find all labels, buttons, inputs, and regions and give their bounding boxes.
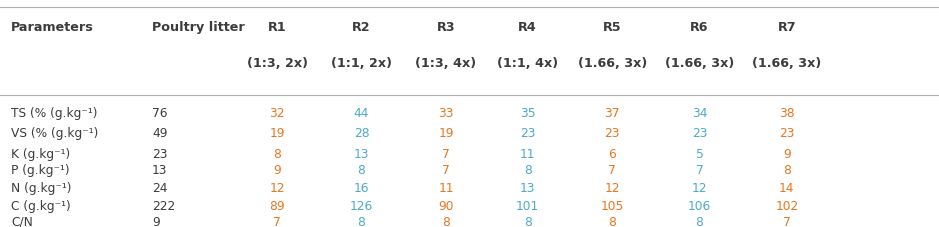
Text: Poultry litter: Poultry litter [152, 21, 245, 34]
Text: 7: 7 [608, 164, 616, 177]
Text: R7: R7 [777, 21, 796, 34]
Text: 13: 13 [152, 164, 168, 177]
Text: (1:3, 4x): (1:3, 4x) [415, 57, 477, 70]
Text: P (g.kg⁻¹): P (g.kg⁻¹) [11, 164, 69, 177]
Text: C (g.kg⁻¹): C (g.kg⁻¹) [11, 200, 71, 213]
Text: Parameters: Parameters [11, 21, 94, 34]
Text: 9: 9 [783, 148, 791, 161]
Text: (1:1, 4x): (1:1, 4x) [497, 57, 559, 70]
Text: 7: 7 [273, 216, 281, 227]
Text: 8: 8 [442, 216, 450, 227]
Text: 8: 8 [358, 216, 365, 227]
Text: R5: R5 [603, 21, 622, 34]
Text: R6: R6 [690, 21, 709, 34]
Text: 105: 105 [601, 200, 623, 213]
Text: 13: 13 [354, 148, 369, 161]
Text: 23: 23 [779, 127, 794, 141]
Text: 106: 106 [688, 200, 711, 213]
Text: 102: 102 [776, 200, 798, 213]
Text: 23: 23 [692, 127, 707, 141]
Text: (1:1, 2x): (1:1, 2x) [331, 57, 392, 70]
Text: 49: 49 [152, 127, 168, 141]
Text: 32: 32 [269, 107, 285, 120]
Text: 23: 23 [605, 127, 620, 141]
Text: 8: 8 [696, 216, 703, 227]
Text: TS (% (g.kg⁻¹): TS (% (g.kg⁻¹) [11, 107, 98, 120]
Text: (1.66, 3x): (1.66, 3x) [752, 57, 822, 70]
Text: 23: 23 [152, 148, 168, 161]
Text: 126: 126 [350, 200, 373, 213]
Text: 7: 7 [696, 164, 703, 177]
Text: 8: 8 [608, 216, 616, 227]
Text: 12: 12 [692, 182, 707, 195]
Text: 14: 14 [779, 182, 794, 195]
Text: 7: 7 [442, 148, 450, 161]
Text: 35: 35 [520, 107, 535, 120]
Text: 44: 44 [354, 107, 369, 120]
Text: K (g.kg⁻¹): K (g.kg⁻¹) [11, 148, 70, 161]
Text: N (g.kg⁻¹): N (g.kg⁻¹) [11, 182, 71, 195]
Text: 33: 33 [439, 107, 454, 120]
Text: 8: 8 [273, 148, 281, 161]
Text: 12: 12 [605, 182, 620, 195]
Text: 89: 89 [269, 200, 285, 213]
Text: (1.66, 3x): (1.66, 3x) [577, 57, 647, 70]
Text: 8: 8 [524, 216, 531, 227]
Text: C/N: C/N [11, 216, 33, 227]
Text: 9: 9 [152, 216, 160, 227]
Text: R3: R3 [437, 21, 455, 34]
Text: 24: 24 [152, 182, 168, 195]
Text: 7: 7 [442, 164, 450, 177]
Text: 13: 13 [520, 182, 535, 195]
Text: 16: 16 [354, 182, 369, 195]
Text: 8: 8 [783, 164, 791, 177]
Text: 8: 8 [524, 164, 531, 177]
Text: R2: R2 [352, 21, 371, 34]
Text: 6: 6 [608, 148, 616, 161]
Text: 23: 23 [520, 127, 535, 141]
Text: R1: R1 [268, 21, 286, 34]
Text: 11: 11 [520, 148, 535, 161]
Text: R4: R4 [518, 21, 537, 34]
Text: (1.66, 3x): (1.66, 3x) [665, 57, 734, 70]
Text: 34: 34 [692, 107, 707, 120]
Text: 19: 19 [439, 127, 454, 141]
Text: 7: 7 [783, 216, 791, 227]
Text: 37: 37 [605, 107, 620, 120]
Text: 9: 9 [273, 164, 281, 177]
Text: 28: 28 [354, 127, 369, 141]
Text: (1:3, 2x): (1:3, 2x) [247, 57, 307, 70]
Text: 76: 76 [152, 107, 168, 120]
Text: 19: 19 [269, 127, 285, 141]
Text: 11: 11 [439, 182, 454, 195]
Text: VS (% (g.kg⁻¹): VS (% (g.kg⁻¹) [11, 127, 99, 141]
Text: 38: 38 [779, 107, 794, 120]
Text: 90: 90 [439, 200, 454, 213]
Text: 5: 5 [696, 148, 703, 161]
Text: 12: 12 [269, 182, 285, 195]
Text: 222: 222 [152, 200, 176, 213]
Text: 8: 8 [358, 164, 365, 177]
Text: 101: 101 [516, 200, 539, 213]
